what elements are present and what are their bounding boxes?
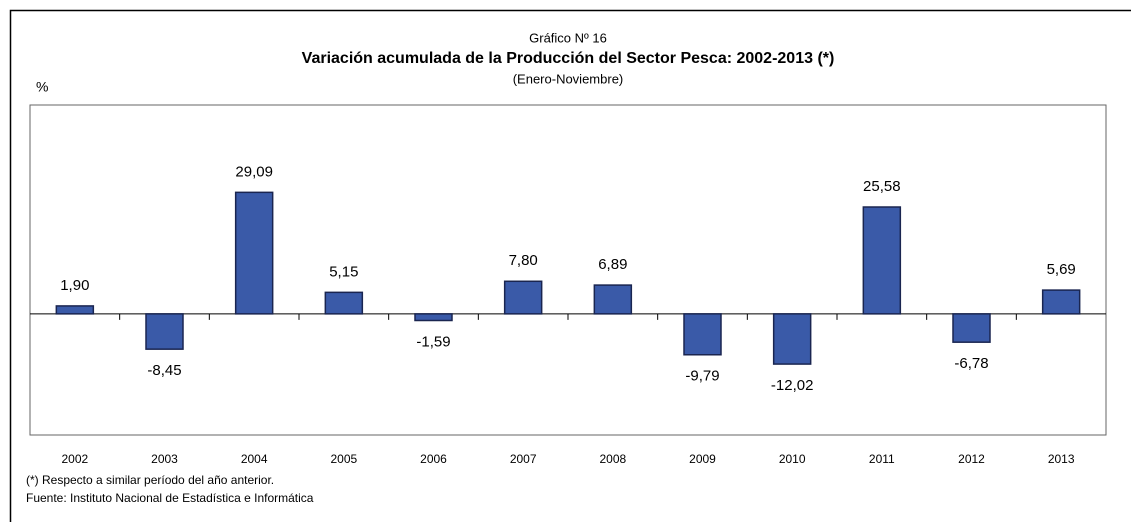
x-tick-label: 2003 — [151, 452, 178, 466]
bar — [234, 191, 274, 315]
data-label: 7,80 — [509, 252, 538, 269]
x-tick-label: 2004 — [241, 452, 268, 466]
bar — [145, 313, 184, 350]
data-label: -12,02 — [771, 377, 814, 394]
x-tick-label: 2012 — [958, 452, 985, 466]
x-tick-label: 2009 — [689, 452, 716, 466]
bar — [593, 284, 633, 315]
x-tick-label: 2010 — [779, 452, 806, 466]
x-tick-label: 2007 — [510, 452, 537, 466]
bar — [324, 291, 364, 315]
bar — [952, 313, 991, 343]
data-label: 25,58 — [863, 178, 901, 195]
data-label: 5,15 — [329, 263, 358, 280]
chart-supertitle: Gráfico Nº 16 — [529, 30, 607, 45]
x-tick-label: 2008 — [599, 452, 626, 466]
data-label: -1,59 — [416, 333, 450, 350]
bar — [55, 305, 95, 315]
data-label: 5,69 — [1047, 261, 1076, 278]
x-tick-label: 2006 — [420, 452, 447, 466]
x-tick-label: 2011 — [869, 452, 895, 466]
frame — [9, 9, 1131, 522]
x-tick-label: 2013 — [1048, 452, 1075, 466]
data-label: 29,09 — [235, 163, 273, 180]
data-label: -6,78 — [954, 355, 988, 372]
x-tick-label: 2002 — [61, 452, 88, 466]
chart-title: Variación acumulada de la Producción del… — [302, 50, 835, 67]
bar — [414, 313, 453, 322]
chart-subtitle: (Enero-Noviembre) — [513, 71, 624, 86]
bar — [1041, 289, 1081, 315]
bar — [683, 313, 722, 356]
x-tick-label: 2005 — [330, 452, 357, 466]
plot-area — [29, 104, 1107, 436]
data-label: -9,79 — [685, 368, 719, 385]
data-label: 1,90 — [60, 277, 89, 294]
data-label: -8,45 — [147, 362, 181, 379]
bar — [772, 313, 812, 365]
note: Fuente: Instituto Nacional de Estadístic… — [26, 491, 314, 505]
y-axis-label: % — [36, 79, 48, 95]
bar — [503, 280, 543, 315]
note: (*) Respecto a similar período del año a… — [26, 473, 274, 487]
bar — [862, 206, 902, 315]
data-label: 6,89 — [598, 256, 627, 273]
